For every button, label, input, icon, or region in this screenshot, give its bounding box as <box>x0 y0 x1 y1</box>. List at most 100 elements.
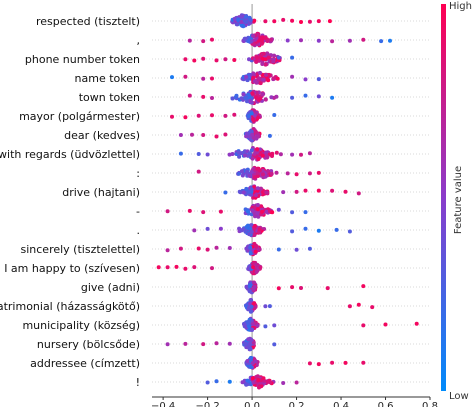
shap-dot <box>316 362 321 367</box>
shap-dot <box>201 210 206 215</box>
shap-dot <box>330 188 335 193</box>
shap-dot <box>246 39 251 44</box>
shap-dot <box>272 53 277 58</box>
shap-dot <box>249 148 254 153</box>
shap-dot <box>255 211 260 216</box>
shap-dot <box>244 284 249 289</box>
shap-dot <box>264 209 269 214</box>
x-tick-label: 0.6 <box>378 401 394 407</box>
shap-dot <box>240 169 244 174</box>
shap-dot <box>253 223 257 228</box>
feature-label: give (adni) <box>81 281 140 294</box>
shap-dot <box>347 38 352 43</box>
shap-dot <box>223 113 228 118</box>
shap-dot <box>269 95 274 100</box>
shap-dot <box>257 227 262 232</box>
shap-dot <box>256 214 261 219</box>
shap-dot <box>218 226 223 231</box>
shap-dot <box>254 59 259 64</box>
shap-dot <box>156 265 161 270</box>
shap-dot <box>356 302 361 307</box>
colorbar-axis-label: Feature value <box>453 166 464 234</box>
shap-dot <box>330 39 335 44</box>
shap-dot <box>343 189 348 194</box>
shap-dot <box>253 249 258 254</box>
shap-dot <box>246 307 251 312</box>
shap-dot <box>276 55 281 60</box>
shap-dot <box>250 133 255 137</box>
shap-dot <box>330 360 335 365</box>
shap-dot <box>174 264 179 269</box>
shap-dot <box>307 151 312 156</box>
shap-dot <box>266 55 271 60</box>
shap-dot <box>246 379 251 384</box>
shap-dot <box>239 22 244 27</box>
shap-dot <box>223 132 228 137</box>
shap-dot <box>271 59 276 64</box>
shap-dot <box>260 153 265 158</box>
shap-dot <box>218 209 223 214</box>
shap-dot <box>205 247 210 252</box>
feature-label: sincerely (tisztelettel) <box>21 243 141 256</box>
shap-dot <box>270 210 275 215</box>
shap-dot <box>307 361 312 366</box>
shap-dot <box>290 210 295 215</box>
shap-dot <box>244 131 249 136</box>
x-ticks: −0.4 −0.2 0.0 0.2 0.4 0.6 0.8 <box>151 397 438 407</box>
shap-dot <box>255 186 260 191</box>
shap-dot <box>214 341 219 346</box>
shap-dot <box>265 39 270 43</box>
shap-dot <box>307 171 312 176</box>
shap-dot <box>227 379 232 384</box>
shap-dot <box>178 151 183 156</box>
shap-dot <box>347 304 352 309</box>
shap-dot <box>260 172 265 177</box>
shap-dot <box>260 92 265 96</box>
shap-dot <box>276 207 281 212</box>
x-tick-label: −0.4 <box>151 401 175 407</box>
shap-dot <box>232 16 237 21</box>
shap-dot <box>264 76 269 81</box>
shap-dot <box>254 244 259 249</box>
shap-dot <box>347 229 352 234</box>
feature-label: respected (tisztelt) <box>36 15 140 28</box>
shap-dot <box>250 91 255 96</box>
shap-dot <box>272 19 277 24</box>
shap-dot <box>232 112 237 117</box>
shap-dot <box>263 324 268 329</box>
shap-dot <box>316 19 321 24</box>
shap-dot <box>307 19 312 24</box>
shap-dot <box>236 150 241 155</box>
shap-dot <box>239 14 244 19</box>
shap-dot <box>247 173 252 178</box>
shap-dot <box>259 41 264 46</box>
shap-dot <box>196 152 201 156</box>
shap-dot <box>255 147 260 152</box>
shap-dot <box>246 92 251 97</box>
shap-dot <box>245 209 250 214</box>
feature-label: phone number token <box>25 53 140 66</box>
shap-dot <box>307 246 312 251</box>
shap-dot <box>255 207 260 212</box>
shap-dot <box>299 20 303 24</box>
shap-dot <box>299 152 303 157</box>
shap-dot <box>227 152 232 157</box>
shap-dot <box>252 280 256 285</box>
colorbar-low-label: Low <box>449 391 469 402</box>
shap-dot <box>265 169 270 173</box>
shap-dot <box>274 150 279 155</box>
shap-dot <box>379 39 384 44</box>
feature-label: with regards (üdvözlettel) <box>0 148 140 161</box>
shap-dot <box>201 94 206 99</box>
shap-dot <box>299 38 303 43</box>
shap-dot <box>264 190 269 195</box>
shap-dot <box>234 22 239 27</box>
shap-dot <box>236 17 241 22</box>
shap-dot <box>272 323 277 328</box>
shap-dot <box>244 382 249 387</box>
shap-dot <box>290 285 295 290</box>
shap-dot <box>190 132 194 137</box>
shap-dot <box>253 359 258 364</box>
shap-dot <box>192 265 197 270</box>
